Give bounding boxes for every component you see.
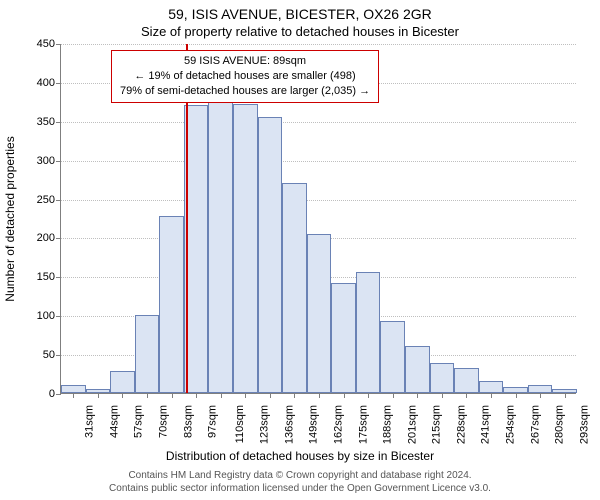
histogram-bar [135,315,160,393]
x-tick-label: 293sqm [578,405,590,444]
histogram-bar [454,368,479,393]
histogram-bar [258,117,283,393]
x-tick [270,393,271,398]
x-tick-label: 149sqm [308,405,320,444]
x-tick-label: 175sqm [357,405,369,444]
x-tick [122,393,123,398]
y-tick-label: 200 [37,232,61,244]
histogram-bar [430,363,455,393]
x-tick [98,393,99,398]
x-tick [147,393,148,398]
y-tick-label: 150 [37,271,61,283]
plot-area: 05010015020025030035040045031sqm44sqm57s… [60,44,576,394]
x-tick [294,393,295,398]
x-axis-label: Distribution of detached houses by size … [0,449,600,463]
x-tick [368,393,369,398]
x-tick-label: 267sqm [529,405,541,444]
histogram-bar [380,321,405,393]
y-tick-label: 400 [37,77,61,89]
footer-line-1: Contains HM Land Registry data © Crown c… [0,469,600,482]
x-tick [73,393,74,398]
x-tick-label: 241sqm [480,405,492,444]
y-tick-label: 450 [37,38,61,50]
histogram-bar [405,346,430,393]
y-tick-label: 100 [37,310,61,322]
y-tick-label: 50 [43,349,61,361]
figure: 59, ISIS AVENUE, BICESTER, OX26 2GR Size… [0,0,600,500]
x-tick-label: 31sqm [84,405,96,438]
histogram-bar [479,381,504,393]
x-tick-label: 136sqm [283,405,295,444]
x-tick [516,393,517,398]
histogram-bar [110,371,135,393]
footer-line-2: Contains public sector information licen… [0,482,600,495]
x-tick [245,393,246,398]
gridline [61,122,576,123]
y-tick-label: 0 [49,388,61,400]
chart-title-address: 59, ISIS AVENUE, BICESTER, OX26 2GR [0,6,600,22]
x-tick [442,393,443,398]
annotation-line-1: 59 ISIS AVENUE: 89sqm [120,54,370,69]
histogram-bar [61,385,86,393]
x-tick [344,393,345,398]
histogram-bar [233,104,258,393]
chart-subtitle: Size of property relative to detached ho… [0,24,600,39]
x-tick [221,393,222,398]
x-tick-label: 44sqm [108,405,120,438]
y-tick-label: 300 [37,155,61,167]
x-tick-label: 57sqm [133,405,145,438]
x-tick-label: 215sqm [431,405,443,444]
x-tick [540,393,541,398]
x-tick-label: 97sqm [207,405,219,438]
x-tick [319,393,320,398]
histogram-bar [307,234,332,393]
histogram-bar [282,183,307,393]
x-tick-label: 188sqm [382,405,394,444]
x-tick-label: 228sqm [455,405,467,444]
x-tick-label: 83sqm [182,405,194,438]
x-tick-label: 254sqm [505,405,517,444]
x-tick [491,393,492,398]
x-tick-label: 70sqm [158,405,170,438]
histogram-bar [331,283,356,393]
footer-attribution: Contains HM Land Registry data © Crown c… [0,469,600,495]
x-tick-label: 201sqm [406,405,418,444]
x-tick [466,393,467,398]
gridline [61,161,576,162]
x-tick-label: 162sqm [333,405,345,444]
histogram-bar [208,101,233,393]
y-tick-label: 350 [37,116,61,128]
annotation-line-3: 79% of semi-detached houses are larger (… [120,84,370,99]
histogram-bar [356,272,381,393]
annotation-line-2: ← 19% of detached houses are smaller (49… [120,69,370,84]
x-tick-label: 280sqm [554,405,566,444]
histogram-bar [528,385,553,393]
x-tick [417,393,418,398]
x-tick-label: 123sqm [259,405,271,444]
x-tick [172,393,173,398]
x-tick-label: 110sqm [234,405,246,443]
annotation-box: 59 ISIS AVENUE: 89sqm ← 19% of detached … [111,50,379,103]
y-tick-label: 250 [37,194,61,206]
histogram-bar [159,216,184,393]
gridline [61,200,576,201]
y-axis-label: Number of detached properties [3,136,17,301]
x-tick [565,393,566,398]
x-tick [393,393,394,398]
gridline [61,44,576,45]
x-tick [196,393,197,398]
